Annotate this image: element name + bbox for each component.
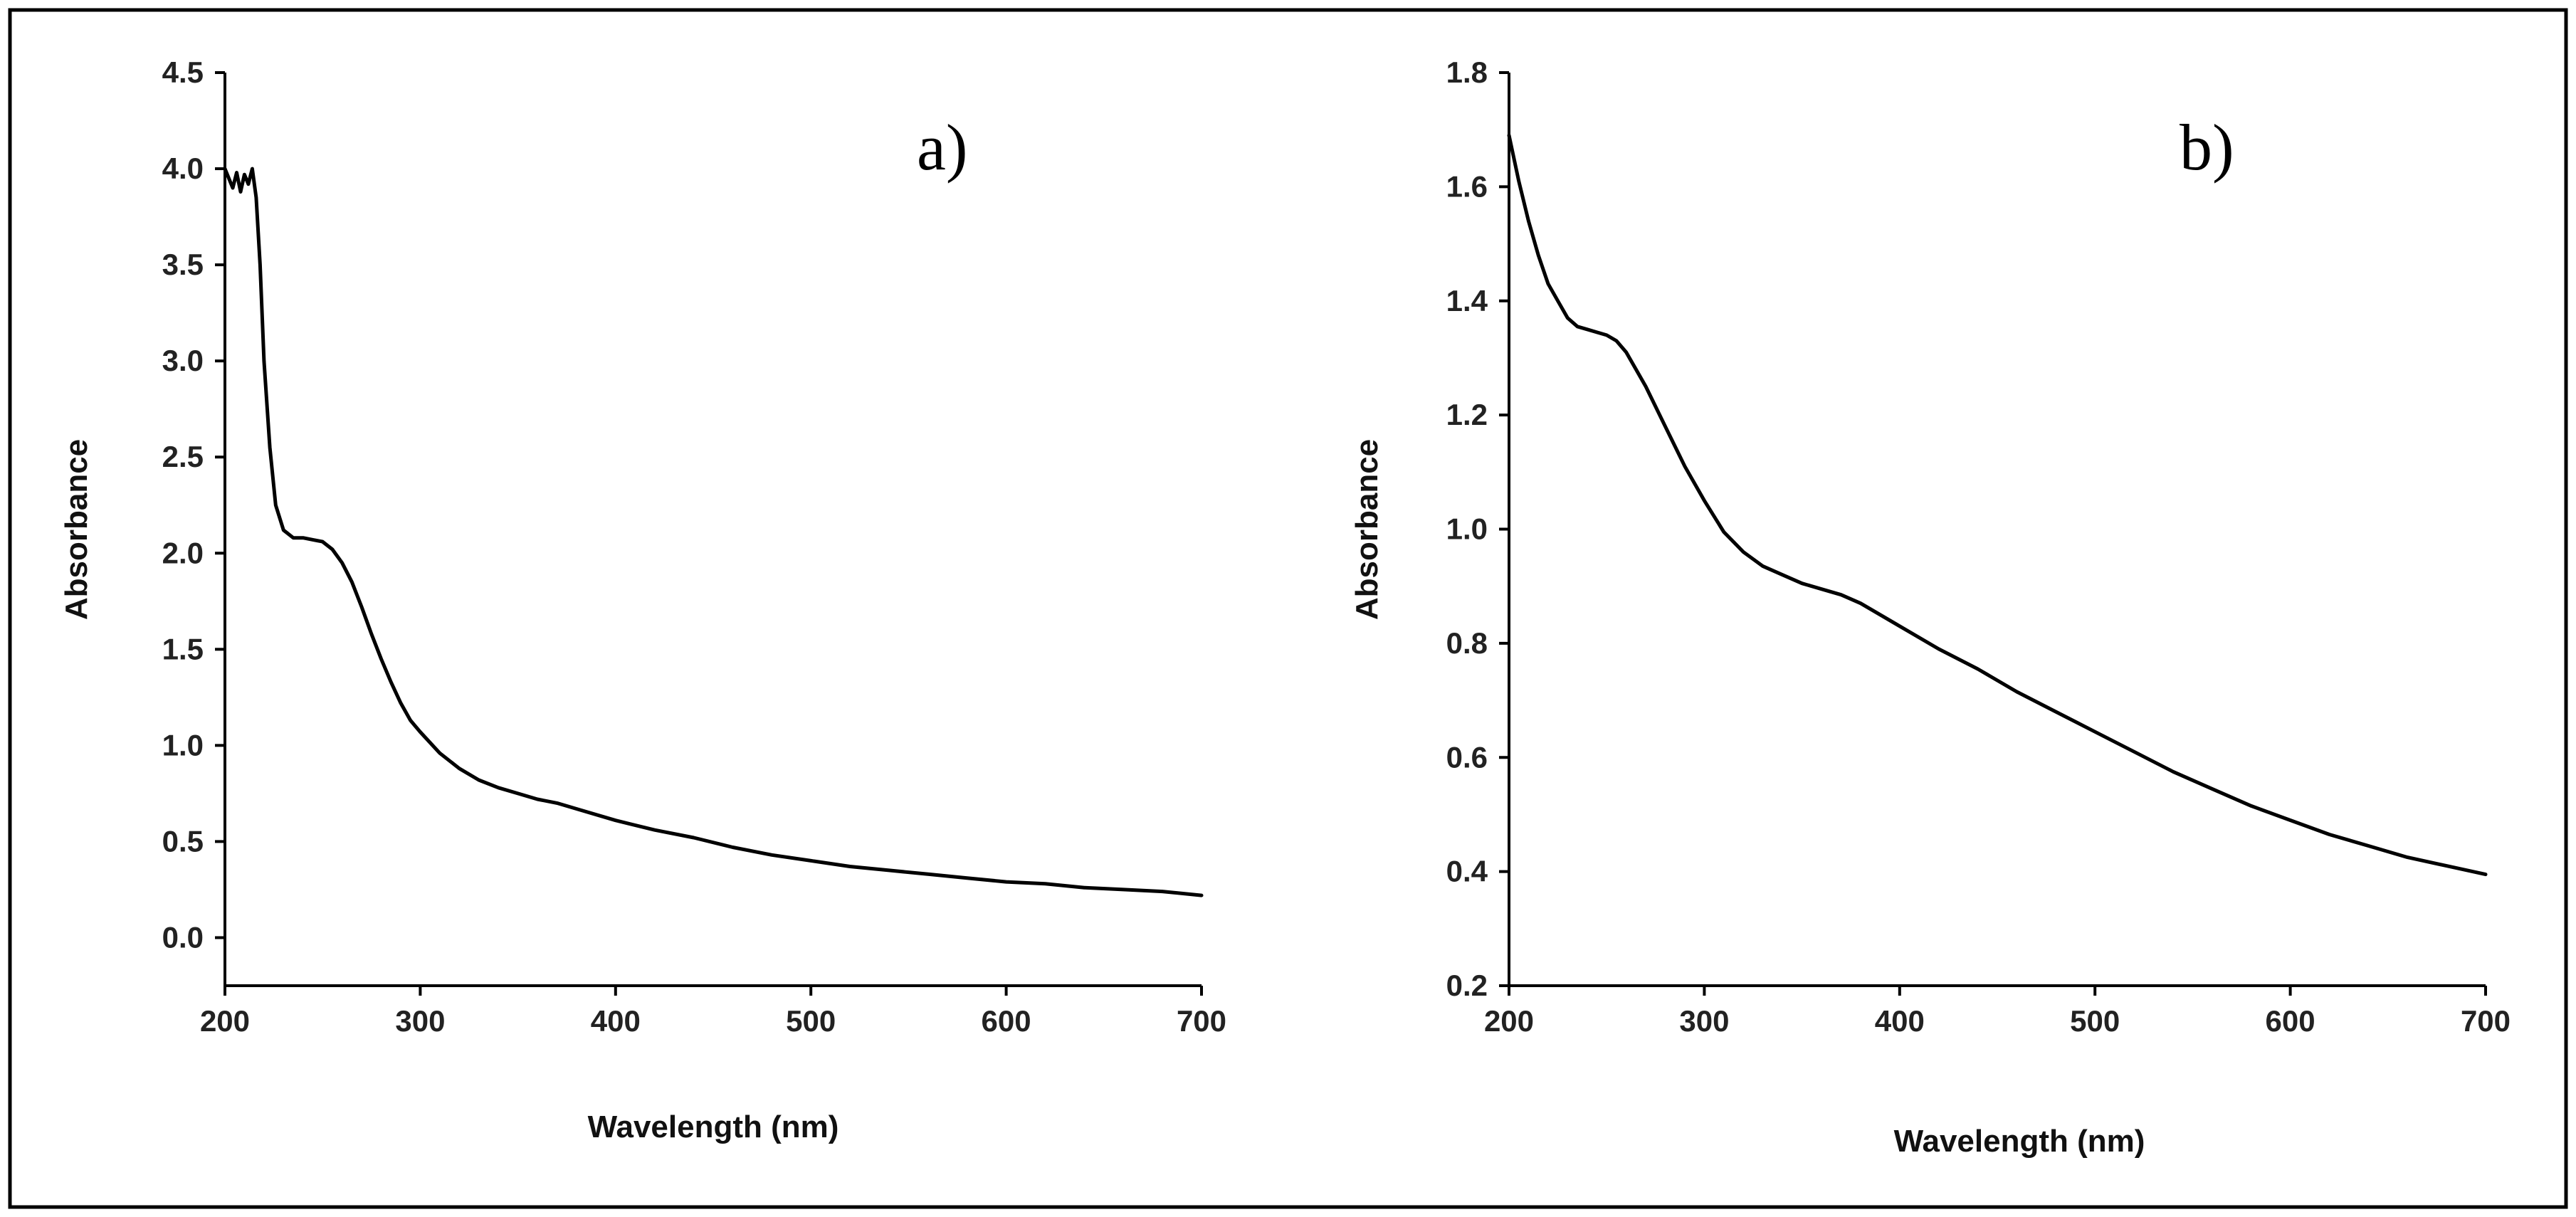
y-tick-label-a: 3.0 xyxy=(162,344,204,377)
x-tick-label-a: 600 xyxy=(982,1004,1031,1038)
y-tick-label-a: 0.0 xyxy=(162,920,204,954)
x-tick-label-b: 600 xyxy=(2266,1004,2315,1038)
x-tick-label-b: 700 xyxy=(2461,1004,2511,1038)
y-tick-label-a: 3.5 xyxy=(162,248,204,281)
y-tick-label-a: 0.5 xyxy=(162,824,204,858)
y-axis-title-b: Absorbance xyxy=(1350,439,1384,620)
x-axis-title-a: Wavelength (nm) xyxy=(588,1110,839,1144)
ticks-b: 200 300 400 500 600 700 0.2 0.4 0.6 0.8 1.0 1.2 1.4 1… xyxy=(1446,56,2511,1038)
x-tick-label-b: 200 xyxy=(1484,1004,1534,1038)
ticks-a: 200 300 400 500 600 700 0.0 0.5 1.0 1.5 2.0 2.5 3.0 3… xyxy=(162,56,1226,1038)
series-line-b xyxy=(1507,133,2488,877)
x-tick-label-a: 500 xyxy=(786,1004,836,1038)
y-tick-label-a: 1.5 xyxy=(162,632,204,665)
chart-panel-b: 200 300 400 500 600 700 0.2 0.4 0.6 0.8 1.0 1.2 1.4 1… xyxy=(1350,56,2511,1159)
y-tick-label-b: 1.6 xyxy=(1446,169,1488,203)
panel-label-a: a) xyxy=(917,111,967,184)
y-tick-label-b: 0.8 xyxy=(1446,626,1488,660)
x-tick-label-a: 300 xyxy=(395,1004,445,1038)
x-tick-label-a: 400 xyxy=(591,1004,641,1038)
y-axis-title-a: Absorbance xyxy=(59,439,94,620)
y-tick-label-a: 4.5 xyxy=(162,56,204,89)
y-tick-label-a: 2.5 xyxy=(162,440,204,473)
x-tick-label-b: 400 xyxy=(1875,1004,1925,1038)
y-tick-label-b: 0.2 xyxy=(1446,969,1488,1002)
y-tick-label-b: 1.8 xyxy=(1446,56,1488,89)
x-tick-label-a: 200 xyxy=(200,1004,250,1038)
y-tick-label-b: 1.0 xyxy=(1446,512,1488,546)
y-tick-label-b: 0.6 xyxy=(1446,740,1488,774)
y-tick-label-b: 1.2 xyxy=(1446,398,1488,431)
x-tick-label-b: 500 xyxy=(2070,1004,2120,1038)
x-tick-label-a: 700 xyxy=(1177,1004,1226,1038)
y-tick-label-b: 1.4 xyxy=(1446,284,1488,317)
panel-label-b: b) xyxy=(2180,111,2234,184)
y-tick-label-a: 4.0 xyxy=(162,152,204,185)
series-line-a xyxy=(223,167,1204,897)
chart-panel-a: 200 300 400 500 600 700 0.0 0.5 1.0 1.5 2.0 2.5 3.0 3… xyxy=(59,56,1226,1144)
x-tick-label-b: 300 xyxy=(1679,1004,1729,1038)
x-axis-title-b: Wavelength (nm) xyxy=(1894,1124,2145,1159)
y-tick-label-a: 1.0 xyxy=(162,728,204,762)
y-tick-label-a: 2.0 xyxy=(162,536,204,569)
figure-border xyxy=(8,8,2568,1209)
y-tick-label-b: 0.4 xyxy=(1446,855,1488,888)
